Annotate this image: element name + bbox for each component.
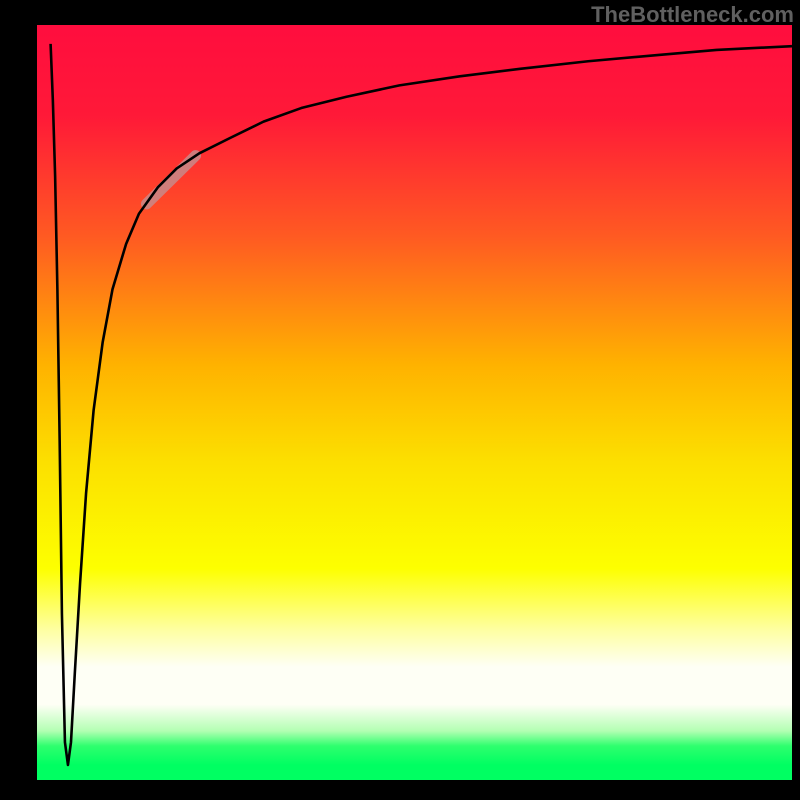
plot-svg xyxy=(37,25,792,780)
plot-area xyxy=(37,25,792,780)
chart-frame: TheBottleneck.com xyxy=(0,0,800,800)
gradient-background xyxy=(37,25,792,780)
